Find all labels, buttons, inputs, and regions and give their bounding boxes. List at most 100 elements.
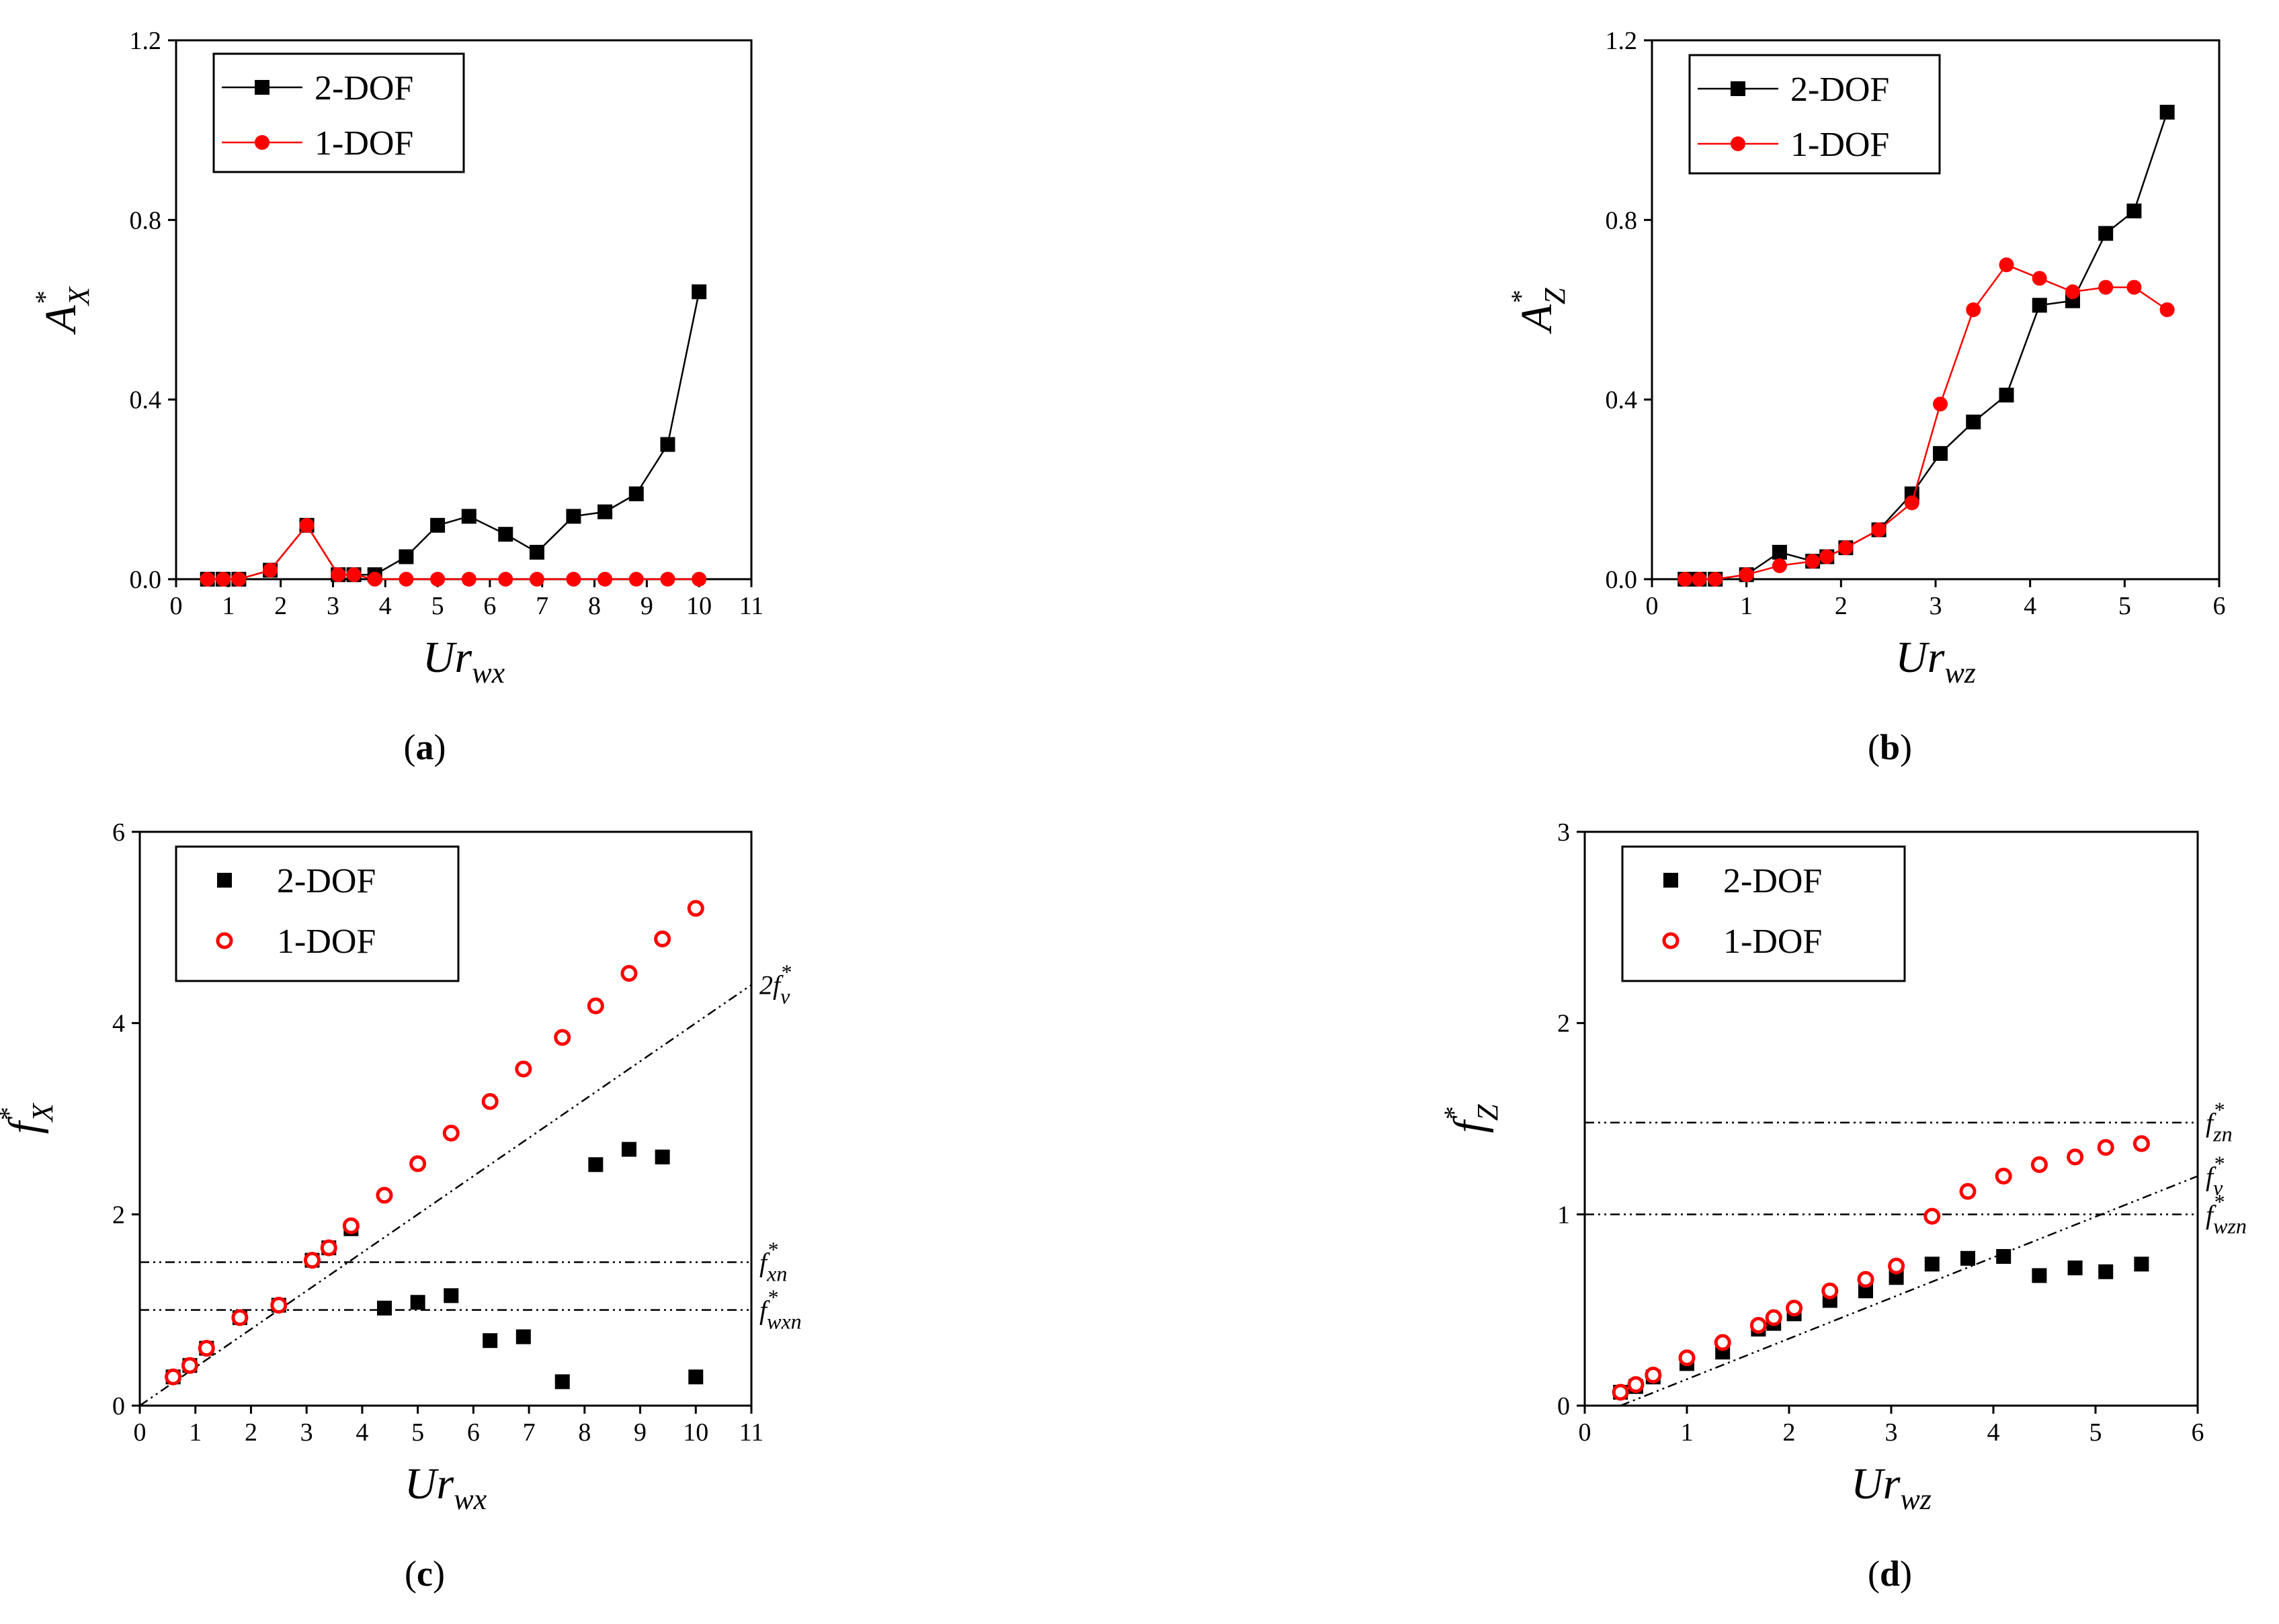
data-point: [409, 1155, 427, 1172]
legend-box: [1621, 845, 1906, 982]
data-point: [1708, 572, 1723, 587]
data-point: [515, 1329, 531, 1344]
data-point: [181, 1357, 198, 1374]
data-point: [430, 517, 446, 533]
y-axis-label: f*Z: [1438, 1104, 1504, 1133]
data-point: [688, 1369, 704, 1385]
data-point: [1821, 1282, 1839, 1299]
reference-label-0: 2f* v: [759, 960, 791, 1009]
x-axis-label-sub: wz: [1900, 1483, 1931, 1516]
reference-label-1: f* xn: [759, 1238, 787, 1286]
data-point: [1677, 572, 1693, 587]
x-tick-label: 2: [1783, 1418, 1796, 1447]
data-point: [263, 562, 278, 578]
panel-label-letter: c: [417, 1553, 433, 1594]
data-point: [442, 1124, 460, 1142]
data-point: [216, 572, 231, 587]
data-point: [399, 549, 414, 564]
data-point: [597, 504, 613, 519]
reference-label-2: f* wxn: [759, 1285, 802, 1334]
data-point: [410, 1295, 425, 1310]
series-2-dof: [1677, 104, 2175, 587]
legend-box: [175, 845, 460, 982]
data-point: [399, 572, 414, 587]
y-axis-label-sup: *: [30, 292, 60, 305]
data-point: [1923, 1207, 1941, 1225]
y-tick-label: 0: [112, 1392, 125, 1420]
x-tick-label: 3: [327, 592, 339, 620]
reference-label-sup: *: [2213, 1098, 2224, 1122]
data-point: [1933, 445, 1948, 461]
data-point: [692, 572, 707, 587]
legend-marker: [217, 873, 232, 888]
y-axis-label-sub: X: [63, 286, 95, 306]
legend-label: 2-DOF: [315, 69, 413, 108]
data-point: [692, 284, 707, 300]
panel-label: (c): [405, 1553, 445, 1594]
data-point: [1996, 1248, 2012, 1264]
data-point: [529, 572, 544, 587]
data-point: [376, 1187, 393, 1204]
reference-label-sup: *: [2213, 1189, 2224, 1213]
x-tick-label: 11: [739, 1418, 764, 1447]
reference-label-sub: v: [2213, 1175, 2223, 1199]
y-axis-label-sub: X: [26, 1102, 59, 1123]
data-point: [1924, 1256, 1940, 1272]
x-axis-label: Urwx: [405, 1459, 487, 1516]
x-tick-label: 6: [467, 1418, 480, 1447]
x-axis-label-sub: wz: [1944, 656, 1975, 689]
data-point: [1858, 1283, 1873, 1299]
data-point: [654, 930, 671, 947]
data-point: [1871, 522, 1887, 538]
panel-label-open: (: [1868, 727, 1880, 767]
series-1-dof: [165, 900, 704, 1385]
y-tick-label: 0: [1557, 1392, 1570, 1420]
x-axis-label: Urwz: [1851, 1459, 1932, 1516]
panel-label-close: ): [1900, 727, 1912, 767]
x-tick-label: 0: [1579, 1418, 1591, 1447]
data-point: [1838, 540, 1854, 556]
x-tick-label: 2: [1835, 592, 1848, 620]
data-point: [1959, 1183, 1977, 1200]
data-point: [481, 1093, 499, 1110]
y-tick-label: 3: [1557, 818, 1570, 847]
panel-b: 0 1 2 3 4 5 6 0.0 0.4 0.8 1.2 Urwz A*Z (b) 2-DOF 1-DOF: [1505, 27, 2226, 767]
x-axis-label: Urwx: [423, 633, 505, 689]
x-tick-label: 4: [379, 592, 392, 620]
data-point: [2132, 1135, 2150, 1152]
series-2-dof: [1613, 1248, 2149, 1400]
x-tick-label: 0: [1646, 592, 1659, 620]
data-point: [2067, 1260, 2083, 1276]
data-point: [566, 509, 581, 524]
data-point: [498, 572, 513, 587]
legend: 2-DOF 1-DOF: [1688, 54, 1941, 175]
data-point: [566, 572, 581, 587]
data-point: [1714, 1334, 1731, 1351]
data-point: [622, 1142, 636, 1157]
data-point: [299, 517, 315, 533]
reference-label-sup: *: [767, 1285, 778, 1310]
panel-label-open: (: [1868, 1553, 1880, 1594]
data-point: [483, 1333, 498, 1349]
reference-label-2: f* wzn: [2206, 1189, 2247, 1238]
data-point: [2032, 271, 2047, 286]
data-point: [1612, 1383, 1629, 1401]
x-tick-label: 6: [2192, 1418, 2204, 1447]
data-point: [2032, 1268, 2047, 1283]
data-point: [655, 1149, 670, 1164]
y-axis-label: A*Z: [1505, 288, 1571, 334]
panel-label-open: (: [405, 1553, 417, 1594]
data-point: [1645, 1366, 1662, 1383]
legend-marker: [255, 80, 270, 95]
plot-frame: [138, 830, 753, 1407]
reference-label-main: 2f: [759, 970, 784, 1000]
x-tick-label: 8: [588, 592, 601, 620]
y-axis-label-main: A: [1512, 304, 1561, 334]
y-tick-label: 0.8: [1606, 206, 1638, 234]
data-point: [1966, 415, 1981, 430]
data-point: [303, 1252, 321, 1269]
panel-a: 0 1 2 3 4 5 6 7 8 9 10 11 0.0 0.4 0.8 1.2 Urwx A*X (a) 2-DO…: [30, 27, 763, 767]
data-point: [1678, 1349, 1696, 1367]
y-tick-label: 1: [1557, 1201, 1570, 1229]
